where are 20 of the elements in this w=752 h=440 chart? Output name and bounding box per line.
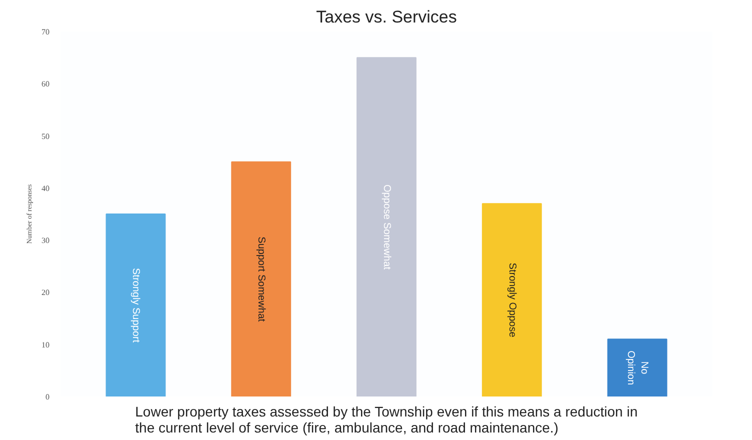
y-tick-label: 30	[42, 236, 50, 246]
x-tick-label: Support Somewhat	[256, 236, 267, 322]
bar	[607, 338, 668, 396]
x-tick-label: Strongly Oppose	[506, 262, 518, 338]
bar	[482, 203, 542, 396]
bar	[231, 161, 292, 396]
y-tick-label: 10	[42, 340, 50, 350]
y-tick-label: 60	[42, 80, 50, 89]
y-tick-label: 0	[46, 392, 50, 402]
chart-title: Taxes vs. Services	[316, 8, 457, 26]
y-tick-label: 40	[42, 184, 50, 193]
y-tick-label: 50	[42, 132, 50, 141]
x-tick-label: Oppose Somewhat	[381, 184, 392, 270]
bar	[106, 214, 166, 396]
bar	[356, 57, 416, 396]
x-tick-label: No Opinion	[625, 350, 650, 386]
x-axis-title: Lower property taxes assessed by the Township even if this means a reduction in the current level of service (fire, ambulance, and road maintenance.)	[135, 404, 638, 436]
x-tick-label: Strongly Support	[130, 268, 142, 343]
y-tick-label: 20	[42, 288, 50, 298]
y-tick-label: 70	[42, 28, 50, 36]
